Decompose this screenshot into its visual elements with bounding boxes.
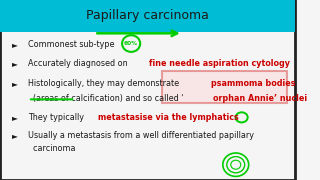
Text: Usually a metastasis from a well differentiated papillary: Usually a metastasis from a well differe… <box>28 131 254 140</box>
Text: orphan Annie’ nuclei: orphan Annie’ nuclei <box>213 94 307 103</box>
Text: ►: ► <box>12 131 18 140</box>
Text: Commonest sub-type: Commonest sub-type <box>28 40 117 49</box>
Text: (areas of calcification) and so called ‘: (areas of calcification) and so called ‘ <box>28 94 184 103</box>
FancyBboxPatch shape <box>0 0 295 32</box>
Text: Accurately diagnosed on: Accurately diagnosed on <box>28 59 130 68</box>
Text: 60%: 60% <box>124 41 138 46</box>
Text: Papillary carcinoma: Papillary carcinoma <box>86 9 209 22</box>
Text: Histologically, they may demonstrate: Histologically, they may demonstrate <box>28 79 182 88</box>
Text: ►: ► <box>12 113 18 122</box>
Text: metastasise via the lymphatics: metastasise via the lymphatics <box>98 113 238 122</box>
Text: ►: ► <box>12 59 18 68</box>
Text: carcinoma: carcinoma <box>28 144 76 153</box>
Text: fine needle aspiration cytology: fine needle aspiration cytology <box>149 59 290 68</box>
Text: ►: ► <box>12 40 18 49</box>
Text: They typically: They typically <box>28 113 86 122</box>
Text: psammoma bodies: psammoma bodies <box>211 79 295 88</box>
Text: ►: ► <box>12 79 18 88</box>
FancyBboxPatch shape <box>162 71 287 103</box>
